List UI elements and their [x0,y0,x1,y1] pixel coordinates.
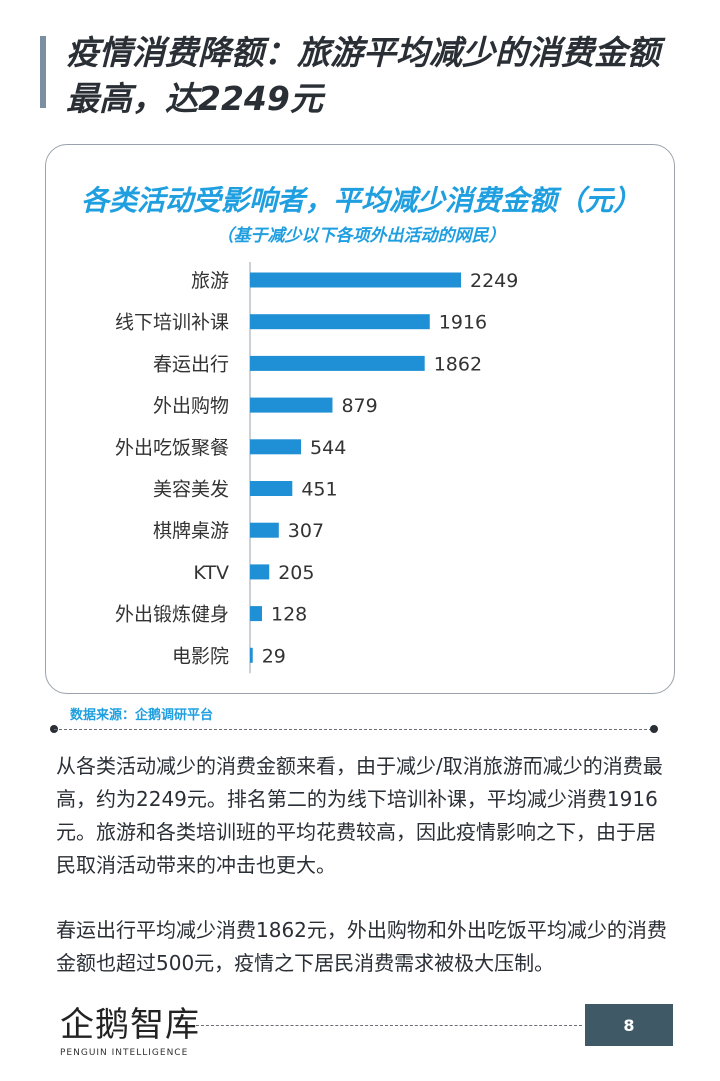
bar [250,522,279,538]
bar [250,272,461,288]
bar-chart: 旅游 2249 线下培训补课 1916 春运出行 1862 外出购物 879 外出吃饭聚餐 544… [115,262,518,674]
page-number: 8 [585,1004,673,1046]
category-label: 美容美发 [153,479,229,501]
bar-value-label: 544 [310,437,346,459]
category-label: KTV [193,562,229,584]
logo: 企鹅智库 PENGUIN INTELLIGENCE [60,997,200,1058]
bar [250,314,430,330]
bar-value-label: 128 [271,604,307,626]
data-source: 数据来源：企鹅调研平台 [70,708,214,723]
bar-value-label: 307 [288,520,324,542]
separator-dot-right [650,725,658,733]
category-label: 电影院 [172,645,229,667]
category-label: 线下培训补课 [115,312,229,334]
bar [250,564,270,580]
bar [250,355,425,371]
page-title: 疫情消费降额：旅游平均减少的消费金额最高，达2249元 [66,33,660,118]
bar-value-label: 205 [278,562,314,584]
logo-subtext: PENGUIN INTELLIGENCE [60,1048,189,1058]
title-accent-bar [40,36,46,108]
bar [250,647,253,663]
bar-value-label: 1862 [434,353,482,375]
category-label: 春运出行 [153,353,229,375]
body-paragraph-1: 从各类活动减少的消费金额来看，由于减少/取消旅游而减少的消费最高，约为2249元… [56,754,663,877]
category-label: 棋牌桌游 [153,520,229,542]
bar-value-label: 2249 [470,270,518,292]
category-label: 外出吃饭聚餐 [115,437,229,459]
bar [250,397,333,413]
chart-title: 各类活动受影响者，平均减少消费金额（元） [80,184,641,217]
category-label: 外出锻炼健身 [115,604,229,626]
category-label: 旅游 [191,270,229,292]
chart-card: 各类活动受影响者，平均减少消费金额（元） （基于减少以下各项外出活动的网民） 旅… [45,144,675,694]
chart-subtitle: （基于减少以下各项外出活动的网民） [216,226,506,246]
bar [250,481,293,496]
bar-value-label: 29 [262,645,286,667]
separator-line [54,729,652,730]
category-label: 外出购物 [153,395,229,417]
bar-value-label: 879 [341,395,377,417]
logo-text: 企鹅智库 [60,1005,200,1045]
footer-line [196,1025,582,1026]
body-paragraph-2: 春运出行平均减少消费1862元，外出购物和外出吃饭平均减少的消费金额也超过500… [56,918,667,975]
bar-value-label: 451 [301,479,337,501]
bar [250,439,302,455]
bar-value-label: 1916 [439,312,487,334]
bar [250,606,263,622]
